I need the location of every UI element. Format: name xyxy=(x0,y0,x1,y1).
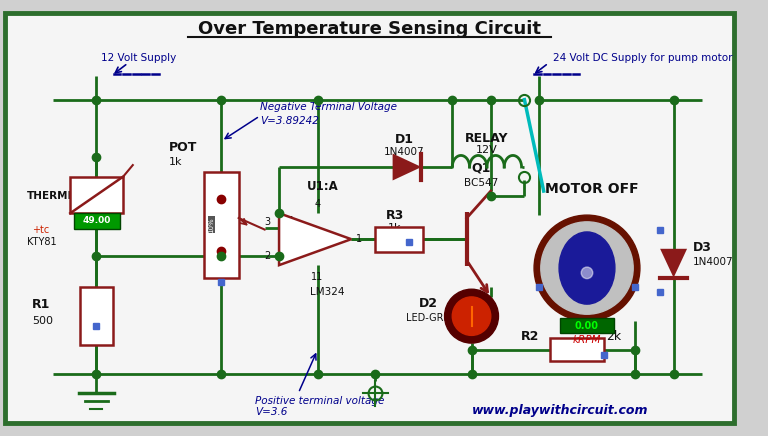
Text: LED-GREEN: LED-GREEN xyxy=(406,313,463,323)
Text: LM324: LM324 xyxy=(310,287,344,297)
Text: 0.00: 0.00 xyxy=(575,321,599,331)
Text: 1N4007: 1N4007 xyxy=(384,147,425,157)
Bar xyxy=(204,172,239,278)
Text: D3: D3 xyxy=(693,241,712,254)
Text: V=3.6: V=3.6 xyxy=(255,407,287,417)
Text: RELAY: RELAY xyxy=(465,132,508,145)
Text: 12V: 12V xyxy=(476,145,498,155)
Text: 49.00: 49.00 xyxy=(83,216,111,225)
Text: R3: R3 xyxy=(386,208,404,221)
Text: 11: 11 xyxy=(312,272,323,282)
Text: kRPM: kRPM xyxy=(573,335,601,345)
Text: R1: R1 xyxy=(31,298,50,311)
Bar xyxy=(560,318,614,334)
Bar xyxy=(70,177,123,213)
Bar xyxy=(376,227,423,252)
Text: 12 Volt Supply: 12 Volt Supply xyxy=(101,53,177,63)
Ellipse shape xyxy=(559,232,615,304)
Polygon shape xyxy=(279,213,351,265)
Text: 1N4007: 1N4007 xyxy=(693,257,733,267)
Polygon shape xyxy=(392,153,422,181)
Text: 1: 1 xyxy=(356,234,362,244)
Text: POT: POT xyxy=(168,141,197,154)
Circle shape xyxy=(534,215,640,321)
Circle shape xyxy=(452,297,491,335)
Text: Negative Terminal Voltage: Negative Terminal Voltage xyxy=(260,102,397,112)
Text: +: + xyxy=(284,215,297,229)
Text: 3: 3 xyxy=(264,217,270,227)
Polygon shape xyxy=(660,249,687,278)
Text: 2: 2 xyxy=(264,252,270,262)
Text: R2: R2 xyxy=(521,330,539,343)
Text: Over Temperature Sensing Circuit: Over Temperature Sensing Circuit xyxy=(198,20,541,38)
Text: MOTOR OFF: MOTOR OFF xyxy=(545,182,639,196)
Circle shape xyxy=(541,222,633,314)
Bar xyxy=(74,213,121,228)
Text: 500: 500 xyxy=(31,316,53,326)
Bar xyxy=(551,338,604,361)
Text: V=3.89242: V=3.89242 xyxy=(260,116,319,126)
Text: www.playwithcircuit.com: www.playwithcircuit.com xyxy=(472,404,648,417)
Text: Q1: Q1 xyxy=(472,162,491,175)
Text: D1: D1 xyxy=(395,133,414,146)
Text: +tc: +tc xyxy=(31,225,49,235)
Text: 1k: 1k xyxy=(168,157,182,167)
Text: U1:A: U1:A xyxy=(306,180,338,193)
Text: D2: D2 xyxy=(419,296,438,310)
Bar xyxy=(80,287,113,345)
Text: 10%: 10% xyxy=(209,217,215,232)
Text: −: − xyxy=(283,248,298,266)
Text: 1k: 1k xyxy=(388,223,402,233)
Text: KTY81: KTY81 xyxy=(27,237,57,247)
Text: 24 Volt DC Supply for pump motor: 24 Volt DC Supply for pump motor xyxy=(553,53,733,63)
Text: BC547: BC547 xyxy=(464,178,498,188)
Circle shape xyxy=(445,289,498,343)
Text: 4: 4 xyxy=(314,198,320,208)
Text: THERMISTOR: THERMISTOR xyxy=(27,191,104,201)
Text: 2k: 2k xyxy=(606,330,621,343)
Text: Positive terminal voltage: Positive terminal voltage xyxy=(255,396,384,406)
Circle shape xyxy=(581,267,593,279)
